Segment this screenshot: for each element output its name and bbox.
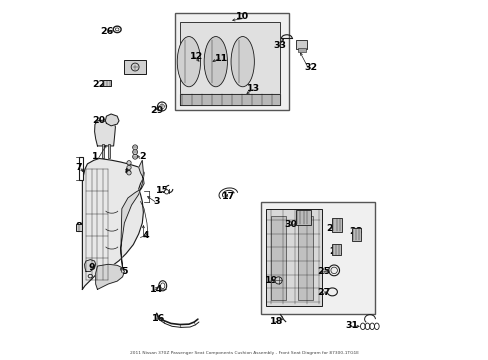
Text: 15: 15: [155, 186, 168, 195]
Bar: [102, 144, 104, 158]
Bar: [107, 144, 109, 158]
Text: 23: 23: [325, 224, 338, 233]
Text: 25: 25: [316, 267, 329, 276]
Text: 19: 19: [264, 276, 278, 285]
Polygon shape: [94, 120, 115, 146]
Bar: [79, 157, 83, 180]
Bar: [351, 228, 361, 241]
Text: 5: 5: [121, 267, 127, 276]
Circle shape: [126, 165, 131, 170]
Circle shape: [126, 171, 131, 175]
Text: 22: 22: [92, 81, 106, 90]
Bar: [180, 22, 280, 105]
Text: 11: 11: [214, 54, 227, 63]
Bar: [332, 219, 342, 232]
Text: 1: 1: [92, 152, 99, 161]
Circle shape: [274, 277, 282, 284]
Bar: [271, 216, 285, 300]
Polygon shape: [105, 114, 119, 126]
Polygon shape: [82, 158, 144, 289]
Polygon shape: [121, 160, 144, 268]
Text: 20: 20: [93, 116, 105, 125]
Ellipse shape: [203, 37, 227, 87]
Bar: [174, 13, 289, 110]
Bar: [76, 225, 81, 231]
Circle shape: [132, 149, 137, 154]
Text: 3: 3: [153, 197, 160, 206]
Bar: [260, 202, 375, 315]
Polygon shape: [180, 94, 280, 105]
Text: 10: 10: [236, 12, 249, 21]
Text: 12: 12: [189, 52, 203, 61]
Text: 17: 17: [221, 192, 235, 201]
Ellipse shape: [230, 37, 254, 87]
Text: 9: 9: [89, 264, 95, 273]
Text: 28: 28: [348, 228, 362, 237]
Bar: [297, 48, 305, 51]
Text: 27: 27: [316, 288, 329, 297]
Text: 4: 4: [142, 231, 149, 240]
Ellipse shape: [177, 37, 200, 87]
Text: 18: 18: [269, 317, 283, 326]
Circle shape: [132, 145, 137, 150]
Bar: [124, 60, 145, 74]
Text: 24: 24: [134, 68, 147, 77]
Text: 14: 14: [150, 285, 163, 294]
Circle shape: [126, 161, 131, 165]
Text: 21: 21: [328, 247, 342, 256]
Bar: [102, 80, 110, 86]
Text: 33: 33: [273, 41, 286, 50]
Text: 2: 2: [139, 152, 145, 161]
Text: 2011 Nissan 370Z Passenger Seat Components Cushion Assembly - Front Seat Diagram: 2011 Nissan 370Z Passenger Seat Componen…: [130, 351, 358, 355]
Text: 29: 29: [150, 105, 163, 114]
Bar: [296, 211, 310, 225]
Text: 30: 30: [284, 220, 297, 229]
Circle shape: [132, 154, 137, 159]
Text: 8: 8: [75, 222, 82, 231]
Text: 31: 31: [345, 321, 358, 330]
Text: 26: 26: [100, 27, 113, 36]
Circle shape: [164, 190, 168, 194]
Text: 7: 7: [75, 163, 82, 172]
Bar: [298, 216, 312, 300]
Bar: [265, 209, 321, 306]
Text: 6: 6: [124, 167, 131, 176]
Bar: [332, 244, 341, 255]
Polygon shape: [84, 260, 96, 271]
Text: 16: 16: [151, 314, 165, 323]
Text: 32: 32: [304, 63, 317, 72]
Bar: [296, 40, 306, 49]
Text: 13: 13: [246, 84, 260, 93]
Polygon shape: [96, 264, 124, 289]
